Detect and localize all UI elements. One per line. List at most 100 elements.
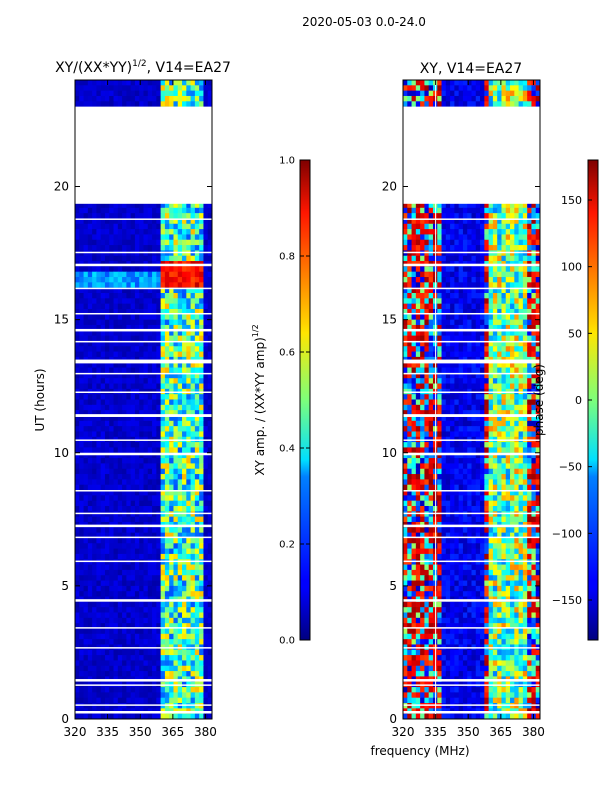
heatmap-cell — [130, 351, 136, 358]
heatmap-cell — [83, 80, 89, 86]
heatmap-cell — [96, 431, 102, 438]
heatmap-cell — [501, 207, 507, 214]
heatmap-cell — [134, 218, 140, 225]
heatmap-cell — [207, 697, 212, 704]
heatmap-cell — [169, 580, 175, 587]
heatmap-cell — [160, 649, 166, 656]
heatmap-cell — [437, 245, 443, 251]
heatmap-cell — [173, 665, 179, 672]
heatmap-cell — [173, 543, 179, 550]
heatmap-cell — [518, 202, 524, 209]
heatmap-cell — [186, 569, 192, 576]
heatmap-cell — [139, 308, 145, 315]
heatmap-cell — [143, 202, 149, 209]
heatmap-cell — [186, 90, 192, 97]
heatmap-cell — [139, 431, 145, 438]
heatmap-cell — [169, 458, 175, 464]
heatmap-cell — [147, 213, 153, 220]
heatmap-cell — [403, 234, 408, 241]
heatmap-cell — [186, 671, 192, 677]
heatmap-cell — [130, 713, 136, 719]
heatmap-cell — [96, 394, 102, 401]
heatmap-cell — [480, 90, 485, 97]
heatmap-cell — [104, 527, 110, 534]
heatmap-cell — [194, 548, 200, 555]
heatmap-cell — [458, 218, 464, 225]
heatmap-cell — [182, 277, 187, 283]
heatmap-cell — [462, 85, 468, 92]
heatmap-cell — [156, 239, 162, 246]
heatmap-cell — [92, 277, 98, 283]
heatmap-cell — [117, 351, 123, 358]
heatmap-cell — [143, 277, 149, 283]
heatmap-cell — [83, 95, 89, 102]
heatmap-cell — [203, 362, 209, 369]
heatmap-cell — [182, 314, 187, 321]
heatmap-cell — [126, 239, 132, 246]
heatmap-cell — [203, 516, 209, 523]
heatmap-cell — [92, 543, 98, 550]
heatmap-cell — [87, 372, 93, 379]
heatmap-cell — [104, 277, 110, 283]
heatmap-cell — [177, 591, 183, 598]
heatmap-cell — [126, 713, 132, 719]
heatmap-cell — [169, 479, 175, 486]
heatmap-cell — [104, 452, 110, 459]
heatmap-cell — [79, 293, 85, 299]
heatmap-cell — [122, 623, 127, 630]
heatmap-cell — [143, 628, 149, 635]
heatmap-cell — [160, 415, 166, 422]
heatmap-cell — [113, 330, 119, 337]
heatmap-cell — [96, 378, 102, 385]
heatmap-cell — [152, 559, 157, 566]
heatmap-cell — [126, 585, 132, 592]
heatmap-cell — [169, 85, 175, 92]
heatmap-cell — [177, 80, 183, 86]
heatmap-cell — [134, 234, 140, 241]
heatmap-cell — [143, 649, 149, 656]
heatmap-cell — [139, 484, 145, 491]
heatmap-cell — [79, 308, 85, 315]
heatmap-cell — [505, 239, 511, 246]
heatmap-cell — [169, 633, 175, 640]
heatmap-cell — [177, 223, 183, 230]
heatmap-cell — [139, 330, 145, 337]
heatmap-cell — [164, 490, 170, 496]
heatmap-cell — [182, 617, 187, 624]
heatmap-cell — [117, 213, 123, 220]
heatmap-cell — [79, 399, 85, 406]
heatmap-cell — [83, 298, 89, 305]
heatmap-cell — [92, 580, 98, 587]
heatmap-cell — [152, 612, 157, 619]
heatmap-cell — [79, 410, 85, 417]
heatmap-cell — [92, 479, 98, 486]
heatmap-cell — [194, 399, 200, 406]
heatmap-cell — [169, 101, 175, 108]
heatmap-cell — [152, 607, 157, 614]
heatmap-cell — [143, 484, 149, 491]
heatmap-cell — [207, 692, 212, 699]
heatmap-cell — [190, 213, 196, 220]
colorbar-tick-label: 0.6 — [279, 348, 295, 359]
heatmap-cell — [147, 287, 153, 294]
heatmap-cell — [182, 692, 187, 699]
heatmap-cell — [147, 649, 153, 656]
heatmap-cell — [113, 362, 119, 369]
heatmap-cell — [147, 229, 153, 236]
heatmap-cell — [164, 479, 170, 486]
heatmap-cell — [96, 303, 102, 310]
heatmap-cell — [122, 340, 127, 347]
heatmap-cell — [199, 607, 205, 614]
heatmap-cell — [139, 202, 145, 209]
heatmap-cell — [501, 234, 507, 241]
heatmap-cell — [139, 404, 145, 411]
heatmap-cell — [199, 649, 205, 656]
heatmap-cell — [104, 245, 110, 251]
heatmap-cell — [173, 490, 179, 496]
heatmap-cell — [164, 314, 170, 321]
heatmap-cell — [139, 234, 145, 241]
heatmap-cell — [199, 314, 205, 321]
heatmap-cell — [488, 245, 494, 251]
heatmap-cell — [83, 362, 89, 369]
heatmap-cell — [139, 607, 145, 614]
